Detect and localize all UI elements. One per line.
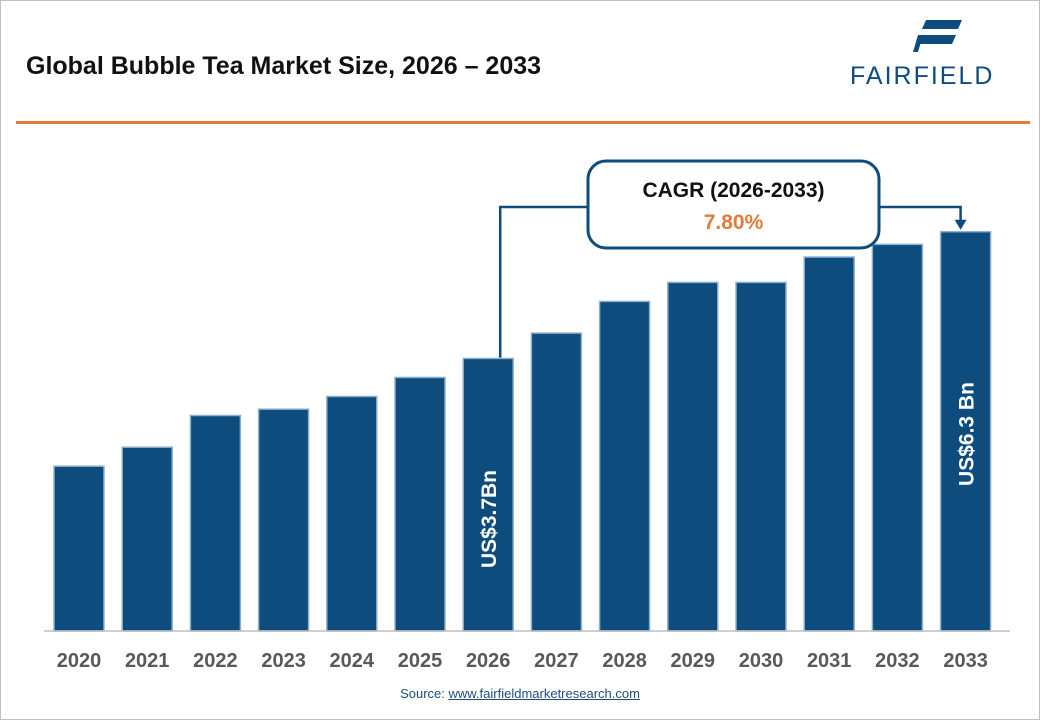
x-tick-2025: 2025 [398, 650, 443, 672]
page-title: Global Bubble Tea Market Size, 2026 – 20… [26, 52, 542, 80]
x-tick-2026: 2026 [466, 650, 511, 672]
bar-value-labels: US$3.7Bn US$6.3 Bn [478, 382, 978, 568]
x-tick-2023: 2023 [261, 650, 306, 672]
source-note: Source: www.fairfieldmarketresearch.com [0, 686, 1040, 701]
cagr-value: 7.80% [704, 211, 764, 234]
logo-flag-stripe-bottom [916, 35, 956, 44]
bar-2031 [803, 256, 855, 632]
bar-2027 [530, 332, 583, 632]
x-tick-2033: 2033 [943, 650, 988, 672]
bar-2030 [735, 281, 787, 632]
bar-2026 [462, 357, 514, 632]
x-tick-2022: 2022 [193, 650, 238, 672]
x-tick-2021: 2021 [125, 650, 170, 672]
bar-2025 [394, 376, 446, 632]
x-tick-2029: 2029 [671, 650, 716, 672]
bar-2021 [121, 446, 173, 632]
bar-2029 [667, 281, 719, 632]
bar-group [53, 230, 992, 632]
x-tick-labels: 2020 2021 2022 2023 2024 2025 2026 2027 2028 2029… [57, 650, 988, 672]
cagr-bracket-left [498, 205, 588, 358]
bar-2020 [53, 465, 105, 632]
x-tick-2028: 2028 [602, 650, 647, 672]
cagr-box [586, 159, 881, 250]
cagr-arrow-head [954, 219, 967, 230]
x-tick-2030: 2030 [739, 650, 784, 672]
cagr-annotation: CAGR (2026-2033) 7.80% [498, 159, 967, 358]
bar-label-2033: US$6.3 Bn [956, 382, 979, 486]
bar-2024 [326, 395, 378, 632]
logo-flag-stripe-top [922, 20, 962, 29]
bar-2032 [871, 243, 924, 632]
title-divider [16, 121, 1030, 124]
x-tick-2020: 2020 [57, 650, 102, 672]
x-tick-2032: 2032 [875, 650, 920, 672]
source-label: Source: [400, 686, 449, 701]
x-tick-2031: 2031 [807, 650, 852, 672]
bar-2023 [257, 408, 310, 632]
fairfield-flag-icon [913, 20, 962, 52]
bar-2028 [598, 300, 651, 632]
logo-flag-pole [913, 35, 923, 52]
source-link[interactable]: www.fairfieldmarketresearch.com [448, 686, 640, 701]
cagr-bracket-right [879, 205, 962, 222]
x-tick-2027: 2027 [534, 650, 579, 672]
fairfield-logo: FAIRFIELD [850, 18, 1022, 90]
bar-label-2026: US$3.7Bn [478, 470, 501, 568]
cagr-label: CAGR (2026-2033) [642, 179, 824, 202]
bar-2022 [189, 414, 242, 632]
bar-2033 [939, 230, 992, 632]
x-tick-2024: 2024 [330, 650, 375, 672]
logo-wordmark: FAIRFIELD [850, 62, 995, 90]
